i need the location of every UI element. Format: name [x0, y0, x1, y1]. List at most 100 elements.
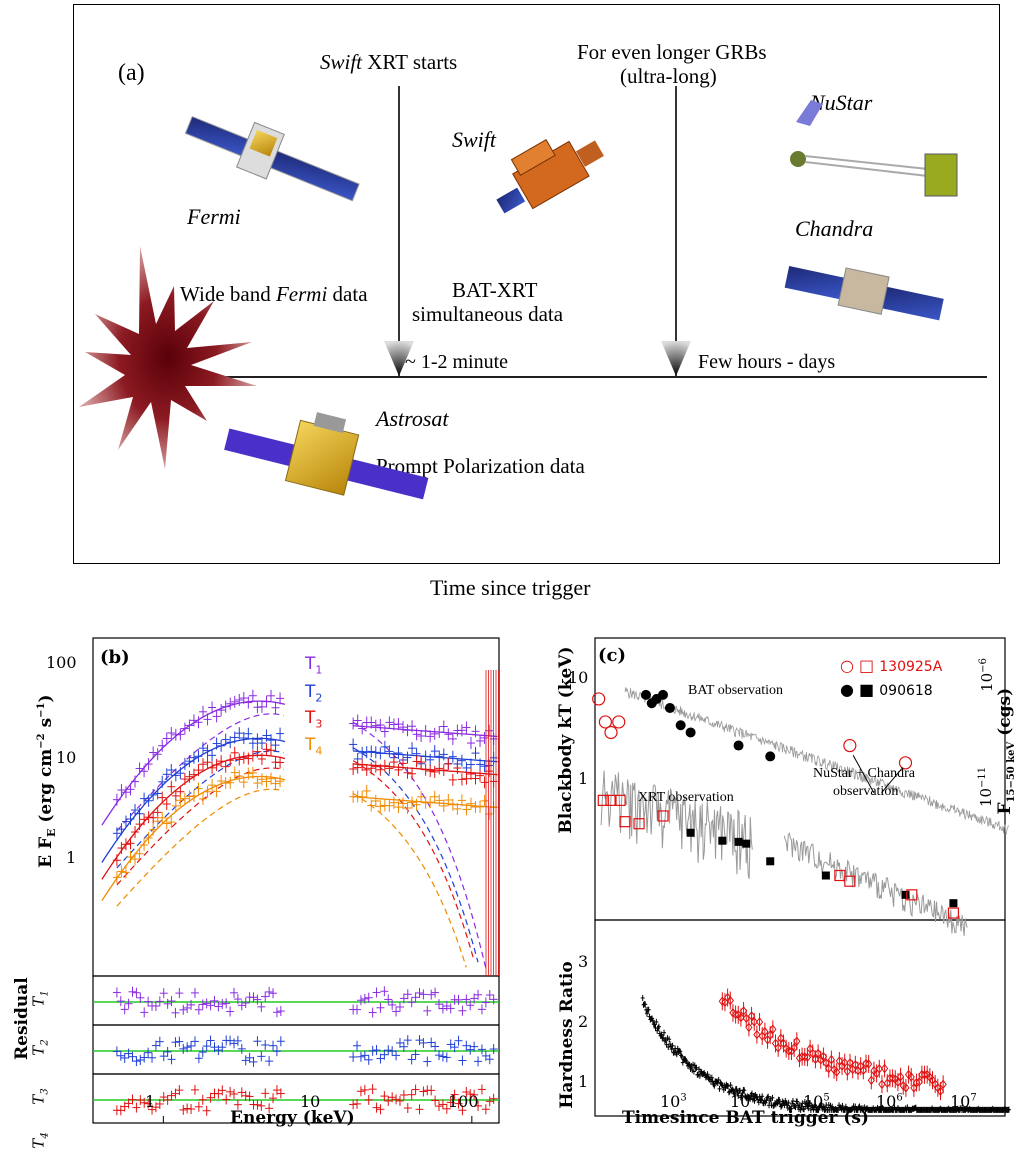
red-square-point — [834, 869, 846, 882]
c-rtick-1e-6: 10−6 — [977, 658, 996, 692]
red-square-point — [619, 816, 631, 828]
legend-t3: T3 — [305, 708, 323, 731]
red-square-point — [605, 794, 617, 806]
bat-lightcurve — [624, 687, 1009, 835]
c-xtick-1e4: 104 — [730, 1092, 757, 1111]
panel-c-data-layer — [592, 687, 1011, 1113]
panel-a-frame — [73, 4, 1000, 564]
b-xtick-100: 100 — [448, 1092, 479, 1111]
bb-component-high-3 — [352, 760, 475, 961]
c-rtick-1e-11: 10−11 — [977, 766, 996, 808]
b-ytick-10: 10 — [56, 748, 77, 767]
panel-b-xlabel: Energy (keV) — [230, 1108, 355, 1128]
red-square-point — [906, 889, 918, 901]
panel-c-xlabel: Timesince BAT trigger (s) — [622, 1108, 869, 1128]
grb-star-icon — [79, 246, 257, 469]
c-ytick-3: 3 — [578, 952, 589, 971]
legend-t4: T4 — [305, 735, 323, 758]
c-xtick-1e3: 103 — [660, 1092, 687, 1111]
panel-b-data-layer — [101, 670, 499, 976]
black-square-point — [821, 871, 830, 880]
c-xtick-1e6: 106 — [876, 1092, 903, 1111]
nustar-label: NuStar — [810, 90, 873, 115]
bat-observation-label: BAT observation — [688, 683, 784, 698]
c-ytick-10: 10 — [568, 668, 589, 687]
residual-frame-t3 — [92, 1073, 500, 1124]
res-t1-label: T1 — [29, 990, 51, 1007]
panel-b-main-frame — [92, 637, 500, 977]
panel-a-label: (a) — [118, 60, 145, 86]
astrosat-label: Astrosat — [376, 406, 449, 431]
black-square-point — [742, 839, 751, 848]
panel-b-chart — [92, 637, 500, 1124]
black-circle-point — [658, 689, 669, 700]
red-circle-point — [898, 756, 913, 770]
c-ytick-1: 1 — [578, 769, 589, 788]
red-square-point — [633, 818, 645, 830]
nustar-telescope-icon — [790, 100, 958, 197]
panel-b-label: (b) — [100, 647, 130, 668]
b-xtick-1: 1 — [145, 1092, 156, 1111]
black-circle-point — [765, 751, 776, 762]
bb-component-high-1 — [352, 721, 487, 969]
xrt-lightcurve-early — [600, 770, 753, 880]
legend-t1: T1 — [305, 654, 323, 677]
ultra-long-arrow-cone — [661, 341, 691, 376]
black-square-point — [718, 836, 727, 845]
chandra-label: Chandra — [795, 216, 874, 241]
panel-c-top-frame — [594, 637, 1006, 921]
legend-130925a: ○ □ 130925A — [840, 656, 943, 675]
black-circle-point — [685, 727, 696, 738]
residual-frame-t2 — [92, 1024, 500, 1075]
bat-xrt-line2: simultaneous data — [412, 302, 564, 326]
black-square-point — [766, 857, 775, 866]
res-t2-label: T2 — [29, 1039, 51, 1056]
legend-090618: ● ■ 090618 — [840, 680, 933, 699]
red-circle-point — [592, 692, 606, 706]
b-xtick-10: 10 — [300, 1092, 321, 1111]
xrt-lightcurve-late — [783, 832, 968, 936]
swift-satellite-icon — [496, 139, 604, 214]
red-circle-point — [612, 715, 626, 729]
black-circle-point — [640, 689, 651, 700]
minute-label: ~ 1-2 minute — [405, 351, 509, 373]
swift-label: Swift — [452, 127, 497, 152]
bb-component-high-2 — [352, 747, 479, 963]
residual-frame-t1 — [92, 975, 500, 1026]
swift-xrt-starts-label: Swift XRT starts — [320, 50, 458, 74]
red-square-point — [947, 907, 960, 919]
black-circle-point — [664, 702, 675, 713]
fermi-satellite-icon — [184, 115, 360, 202]
fermi-label: Fermi — [187, 204, 241, 229]
legend-t2: T2 — [305, 682, 323, 705]
panel-c-ylabel-bottom: Hardness Ratio — [557, 961, 577, 1109]
longer-grbs-line1: For even longer GRBs — [577, 40, 767, 64]
panel-a-drawing — [79, 86, 987, 500]
wide-band-fermi-label: Wide band Fermi data — [180, 282, 368, 306]
bb-component-4 — [116, 788, 284, 907]
red-square-point — [844, 875, 856, 887]
red-circle-point — [598, 715, 612, 729]
red-circle-point — [843, 738, 857, 753]
red-square-point — [597, 794, 609, 806]
c-xtick-1e7: 107 — [950, 1092, 977, 1111]
panel-c-ylabel-right: F15−50 keV (cgs) — [994, 687, 1018, 815]
res-t3-label: T3 — [29, 1088, 51, 1105]
bat-xrt-line1: BAT-XRT — [452, 278, 538, 302]
black-circle-point — [733, 740, 744, 751]
astrosat-satellite-icon — [224, 412, 429, 500]
black-square-point — [901, 890, 910, 899]
panel-c-label: (c) — [598, 645, 626, 666]
xrt-observation-label: XRT observation — [638, 790, 734, 805]
res-t4-label: T4 — [29, 1132, 51, 1149]
bb-component-3 — [116, 767, 284, 886]
nustar-arrow-1 — [852, 754, 875, 794]
black-square-point — [949, 899, 958, 908]
few-hours-label: Few hours - days — [698, 351, 836, 373]
time-since-trigger-label: Time since trigger — [430, 575, 591, 600]
b-ytick-1: 1 — [66, 848, 77, 867]
nustar-arrow-2 — [881, 768, 903, 794]
c-xtick-1e5: 105 — [803, 1092, 830, 1111]
panel-c-chart — [592, 637, 1011, 1117]
red-square-point — [657, 810, 669, 822]
